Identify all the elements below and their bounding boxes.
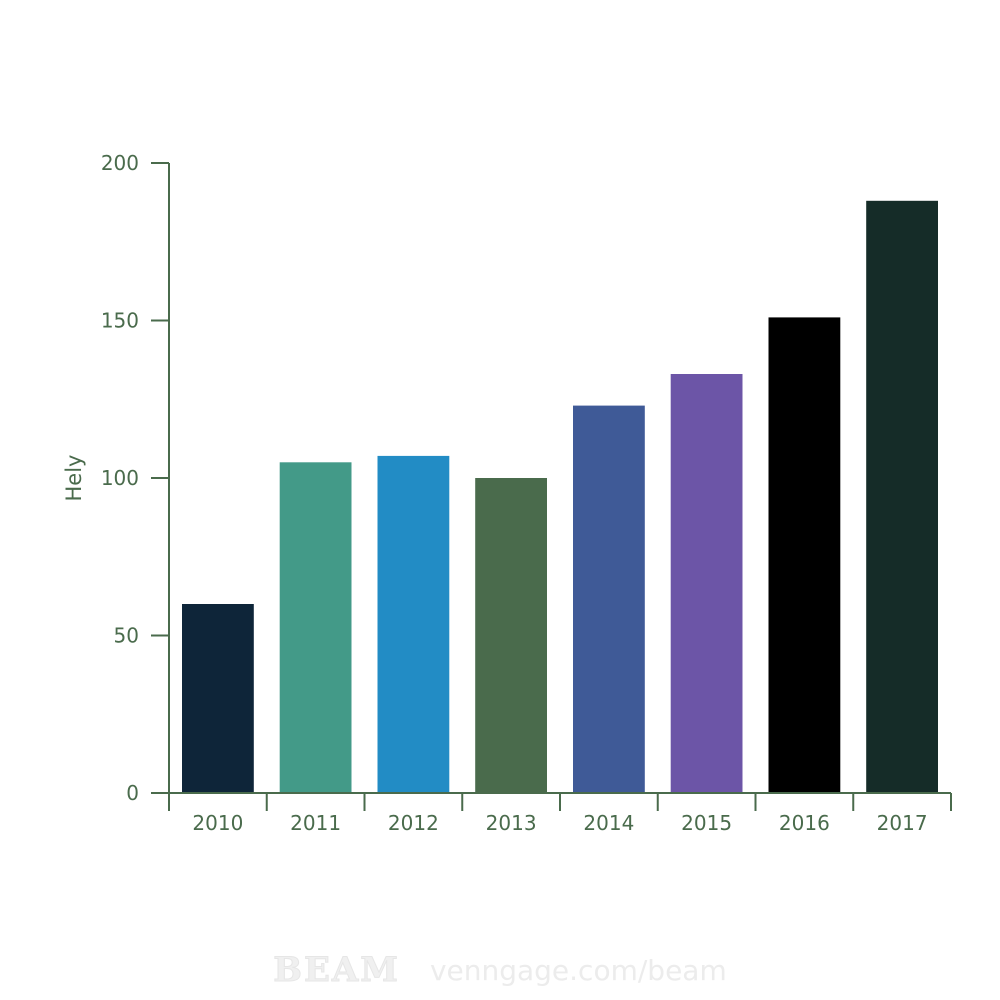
watermark-url: venngage.com/beam bbox=[429, 953, 727, 987]
bar-2013 bbox=[475, 478, 547, 793]
bars-group bbox=[182, 200, 938, 794]
y-tick-label-0: 0 bbox=[126, 781, 139, 805]
x-tick-label-2010: 2010 bbox=[192, 811, 243, 835]
y-tick-label-150: 150 bbox=[101, 309, 139, 333]
x-tick-label-2014: 2014 bbox=[583, 811, 634, 835]
x-tick-label-2013: 2013 bbox=[486, 811, 537, 835]
x-tick-label-2011: 2011 bbox=[290, 811, 341, 835]
x-tick-label-2015: 2015 bbox=[681, 811, 732, 835]
bar-2017 bbox=[866, 200, 938, 794]
x-axis: 2010 2011 2012 2013 2014 2015 2016 2017 bbox=[168, 792, 952, 835]
x-tick-label-2016: 2016 bbox=[779, 811, 830, 835]
y-tick-label-50: 50 bbox=[114, 624, 139, 648]
bar-2015 bbox=[670, 374, 743, 793]
y-axis-title: Hely bbox=[62, 455, 86, 502]
y-tick-label-100: 100 bbox=[101, 466, 139, 490]
x-tick-label-2012: 2012 bbox=[388, 811, 439, 835]
bar-2012 bbox=[377, 455, 450, 793]
bar-2016 bbox=[768, 317, 841, 793]
bar-2014 bbox=[573, 405, 645, 793]
watermark: BEAM venngage.com/beam bbox=[0, 948, 1000, 992]
x-tick-label-2017: 2017 bbox=[877, 811, 928, 835]
watermark-logo: BEAM bbox=[273, 950, 400, 991]
bar-2011 bbox=[279, 462, 352, 794]
y-tick-label-200: 200 bbox=[101, 151, 139, 175]
bar-2010 bbox=[182, 604, 254, 793]
y-axis: 0 50 100 150 200 bbox=[101, 151, 170, 805]
